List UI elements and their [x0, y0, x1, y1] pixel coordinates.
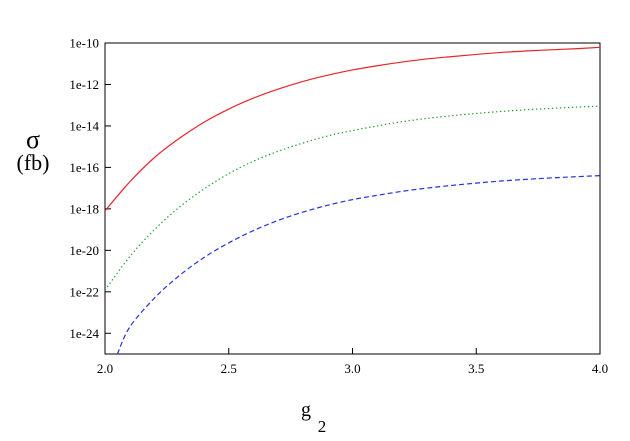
- y-tick-label: 1e-24: [69, 326, 99, 341]
- series-line-3-dashed: [116, 175, 601, 355]
- y-tick-label: 1e-18: [69, 201, 99, 216]
- series-line-2-dotted: [104, 105, 601, 291]
- x-tick-label: 3.5: [468, 361, 484, 376]
- y-tick-label: 1e-10: [69, 36, 99, 51]
- x-tick-label: 2.5: [221, 361, 237, 376]
- y-tick-label: 1e-22: [69, 284, 99, 299]
- series-layer: [104, 46, 601, 355]
- y-tick-label: 1e-12: [69, 77, 99, 92]
- x-tick-label: 4.0: [592, 361, 608, 376]
- x-axis-label-subscript: 2: [318, 417, 327, 436]
- y-axis-ticks: 1e-24 1e-22 1e-20 1e-18 1e-16 1e-14 1e-12 1e-10: [69, 36, 111, 341]
- x-tick-label: 3.0: [344, 361, 360, 376]
- x-axis-ticks: 2.0 2.5 3.0 3.5 4.0: [97, 348, 608, 376]
- y-axis-unit: (fb): [17, 150, 50, 175]
- plot-frame: [104, 42, 601, 355]
- y-tick-label: 1e-16: [69, 160, 99, 175]
- y-axis-label: σ: [26, 125, 40, 154]
- x-axis-label: g: [301, 399, 311, 421]
- y-tick-label: 1e-14: [69, 118, 99, 133]
- x-tick-label: 2.0: [97, 361, 113, 376]
- series-line-1-solid: [104, 46, 601, 212]
- y-tick-label: 1e-20: [69, 243, 99, 258]
